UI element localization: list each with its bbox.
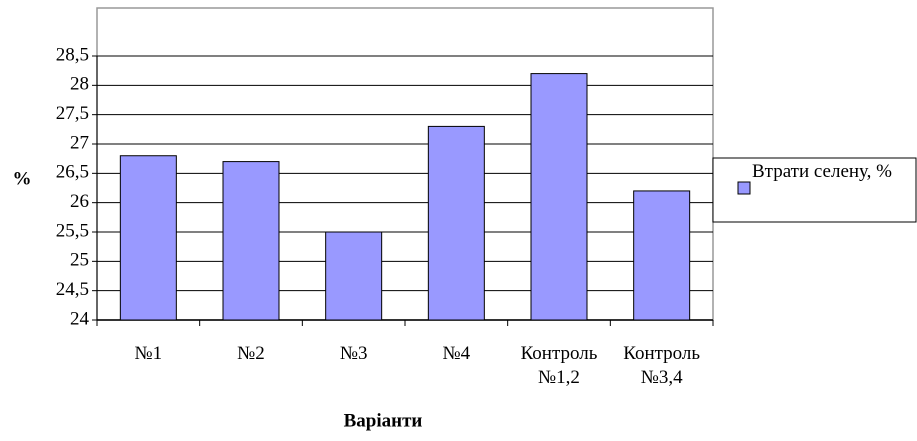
y-tick-label: 25,5	[56, 220, 89, 241]
y-axis-label: %	[13, 168, 32, 189]
bar	[530, 73, 588, 321]
bar	[633, 190, 691, 321]
bar	[222, 161, 280, 321]
plot-frame	[96, 7, 714, 321]
y-tick-label: 28	[70, 74, 89, 95]
x-tick-label: №1	[134, 343, 163, 364]
x-tick-label: Контроль №1,2	[520, 343, 598, 388]
x-tick-label: №2	[237, 343, 265, 364]
bar	[427, 125, 485, 321]
y-tick-label: 24	[70, 308, 90, 329]
x-axis-label: Варіанти	[344, 410, 423, 431]
legend-label: Втрати селену, %	[752, 161, 892, 182]
y-tick-label: 28,5	[56, 44, 89, 65]
bar	[119, 155, 177, 321]
x-tick-label: Контроль №3,4	[623, 343, 701, 388]
bar	[325, 231, 383, 321]
y-tick-label: 25	[70, 250, 89, 271]
y-tick-label: 26	[70, 191, 89, 212]
y-tick-label: 24,5	[56, 279, 89, 300]
x-tick-label: №4	[442, 343, 471, 364]
x-tick-label: №3	[339, 343, 368, 364]
legend-swatch	[737, 181, 751, 195]
y-tick-label: 26,5	[56, 162, 89, 183]
y-tick-label: 27	[70, 132, 89, 153]
y-tick-label: 27,5	[56, 103, 89, 124]
